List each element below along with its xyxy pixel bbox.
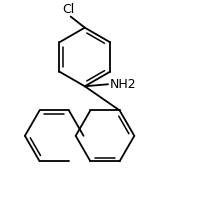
Text: NH2: NH2 <box>109 78 136 91</box>
Text: Cl: Cl <box>63 3 75 15</box>
